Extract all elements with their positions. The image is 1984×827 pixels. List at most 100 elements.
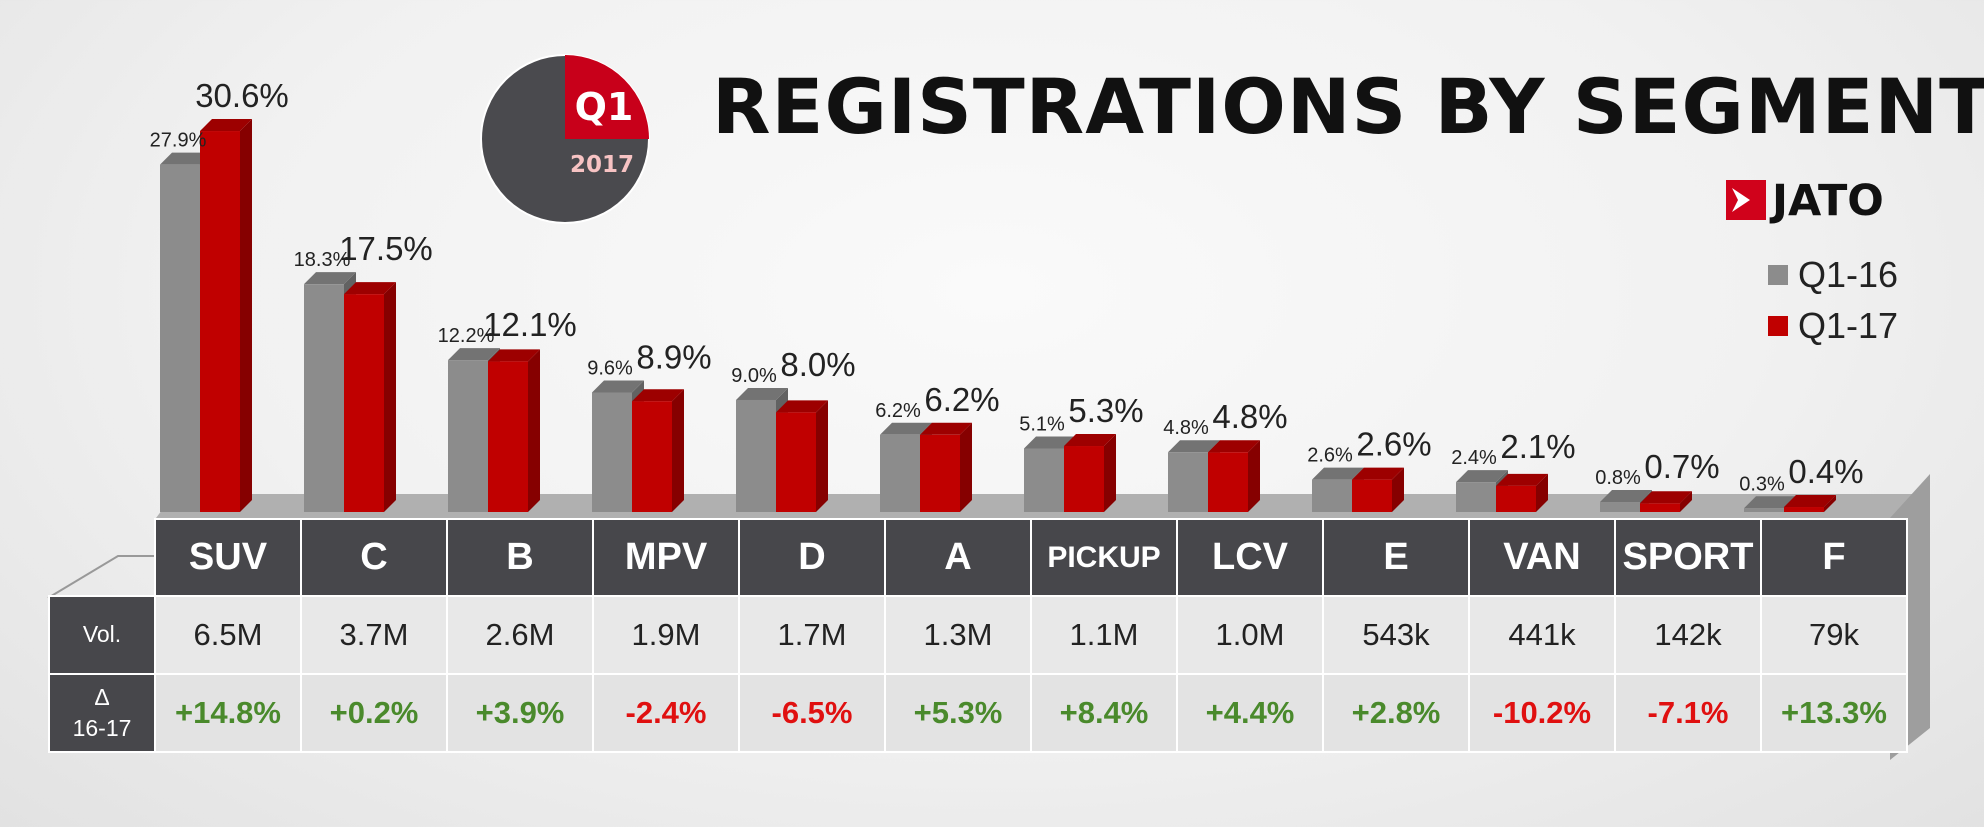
bar-q1-16-e-front [1312, 479, 1352, 512]
bar-q1-17-f [1784, 495, 1836, 512]
label-q1-16-sport: 0.8% [1595, 467, 1641, 489]
delta-cell-a: +5.3% [884, 673, 1032, 753]
label-q1-17-pickup: 5.3% [1068, 392, 1143, 429]
label-q1-17-sport: 0.7% [1644, 448, 1719, 485]
bar-q1-17-pickup-side [1104, 434, 1116, 512]
bar-q1-16-van-front [1456, 482, 1496, 512]
volume-row-label: Vol. [48, 595, 156, 675]
delta-cell-d: -6.5% [738, 673, 886, 753]
table-header-row: SUV C B MPV D A PICKUP LCV E VAN SPORT F [49, 518, 1908, 597]
legend-label-q1-16: Q1-16 [1798, 254, 1899, 295]
bar-q1-17-c-front [344, 294, 384, 512]
bar-q1-17-van-side [1536, 473, 1548, 512]
volume-cell-sport: 142k [1614, 595, 1762, 675]
label-q1-16-lcv: 4.8% [1163, 417, 1209, 439]
segment-header-mpv: MPV [592, 518, 740, 597]
legend-item-q1-17: Q1-17 [1768, 305, 1898, 346]
bar-q1-17-mpv-top [632, 389, 684, 402]
delta-cell-mpv: -2.4% [592, 673, 740, 753]
bar-q1-17-sport [1640, 491, 1692, 512]
bar-q1-17-b-top [488, 349, 540, 362]
bar-q1-17-c [344, 282, 396, 512]
label-q1-16-c: 18.3% [294, 249, 351, 271]
bar-q1-17-e [1352, 467, 1404, 512]
bar-q1-16-sport-top [1600, 490, 1652, 503]
delta-cell-sport: -7.1% [1614, 673, 1762, 753]
bar-q1-16-c-front [304, 284, 344, 512]
segment-header-c: C [300, 518, 448, 597]
volume-cell-c: 3.7M [300, 595, 448, 675]
badge-quarter: Q1 [575, 85, 634, 129]
bar-q1-17-f-front [1784, 507, 1824, 512]
bar-q1-16-pickup-front [1024, 448, 1064, 512]
volume-cell-e: 543k [1322, 595, 1470, 675]
volume-cell-pickup: 1.1M [1030, 595, 1178, 675]
bar-q1-17-mpv-side [672, 389, 684, 512]
delta-symbol: Δ [94, 683, 110, 710]
bar-q1-17-pickup-front [1064, 446, 1104, 512]
bar-q1-17-sport-front [1640, 503, 1680, 512]
bar-q1-16-e [1312, 467, 1364, 512]
segment-header-b: B [446, 518, 594, 597]
bar-q1-17-mpv-front [632, 401, 672, 512]
label-q1-17-d: 8.0% [780, 346, 855, 383]
segment-header-suv: SUV [154, 518, 302, 597]
label-q1-17-c: 17.5% [339, 230, 433, 267]
table-delta-row: Δ 16-17 +14.8% +0.2% +3.9% -2.4% -6.5% +5.3% +… [48, 673, 1908, 753]
label-q1-16-d: 9.0% [731, 365, 777, 387]
label-q1-17-e: 2.6% [1356, 426, 1431, 463]
bar-q1-17-b [488, 349, 540, 512]
bar-q1-17-mpv [632, 389, 684, 512]
legend-item-q1-16: Q1-16 [1768, 254, 1899, 295]
label-q1-16-van: 2.4% [1451, 447, 1497, 469]
bar-q1-16-a-front [880, 434, 920, 512]
bar-q1-17-c-top [344, 282, 396, 295]
delta-cell-b: +3.9% [446, 673, 594, 753]
table-volume-row: Vol. 6.5M 3.7M 2.6M 1.9M 1.7M 1.3M 1.1M 1.0M 543… [48, 595, 1908, 675]
label-q1-17-f: 0.4% [1788, 453, 1863, 490]
bar-q1-17-e-front [1352, 479, 1392, 512]
segment-header-lcv: LCV [1176, 518, 1324, 597]
label-q1-17-lcv: 4.8% [1212, 398, 1287, 435]
label-q1-17-van: 2.1% [1500, 428, 1575, 465]
bar-q1-17-van [1496, 473, 1548, 512]
delta-cell-lcv: +4.4% [1176, 673, 1324, 753]
platform-outline [47, 555, 158, 599]
bar-q1-17-sport-top [1640, 491, 1692, 504]
bar-q1-17-a-side [960, 422, 972, 512]
segment-header-sport: SPORT [1614, 518, 1762, 597]
delta-cell-f: +13.3% [1760, 673, 1908, 753]
segment-header-pickup: PICKUP [1030, 518, 1178, 597]
delta-period: 16-17 [72, 715, 132, 741]
quarter-badge: Q1 2017 [480, 54, 650, 224]
jato-logo-text: JATO [1772, 176, 1884, 226]
bar-q1-16-lcv-top [1168, 440, 1220, 453]
bar-q1-17-suv [200, 119, 252, 512]
bar-q1-16-f-top [1744, 496, 1796, 509]
bar-q1-16-suv-front [160, 164, 200, 512]
bar-q1-17-c-side [384, 282, 396, 512]
bar-q1-16-sport-front [1600, 502, 1640, 512]
legend-swatch-q1-17 [1768, 316, 1788, 336]
bar-q1-16-c-top [304, 272, 356, 285]
delta-cell-van: -10.2% [1468, 673, 1616, 753]
chart-data-labels: 27.9% 30.6% 18.3%17.5% 12.2%12.1% 9.6% 8.9% 9.… [150, 77, 1864, 495]
delta-cell-pickup: +8.4% [1030, 673, 1178, 753]
bar-q1-16-mpv-front [592, 392, 632, 512]
jato-logo-icon [1726, 180, 1766, 220]
bar-q1-16-b-top [448, 348, 500, 361]
bar-q1-17-a [920, 422, 972, 512]
bar-q1-17-pickup [1064, 434, 1116, 512]
delta-cell-e: +2.8% [1322, 673, 1470, 753]
label-q1-16-mpv: 9.6% [587, 357, 633, 379]
bar-q1-17-e-top [1352, 467, 1404, 480]
label-q1-17-suv: 30.6% [195, 77, 289, 114]
bar-q1-17-pickup-top [1064, 434, 1116, 447]
bar-q1-17-d-front [776, 412, 816, 512]
bar-q1-16-pickup-top [1024, 436, 1076, 449]
label-q1-17-mpv: 8.9% [636, 338, 711, 375]
bar-q1-17-f-top [1784, 495, 1836, 508]
chart-bars [160, 119, 1836, 512]
volume-cell-lcv: 1.0M [1176, 595, 1324, 675]
